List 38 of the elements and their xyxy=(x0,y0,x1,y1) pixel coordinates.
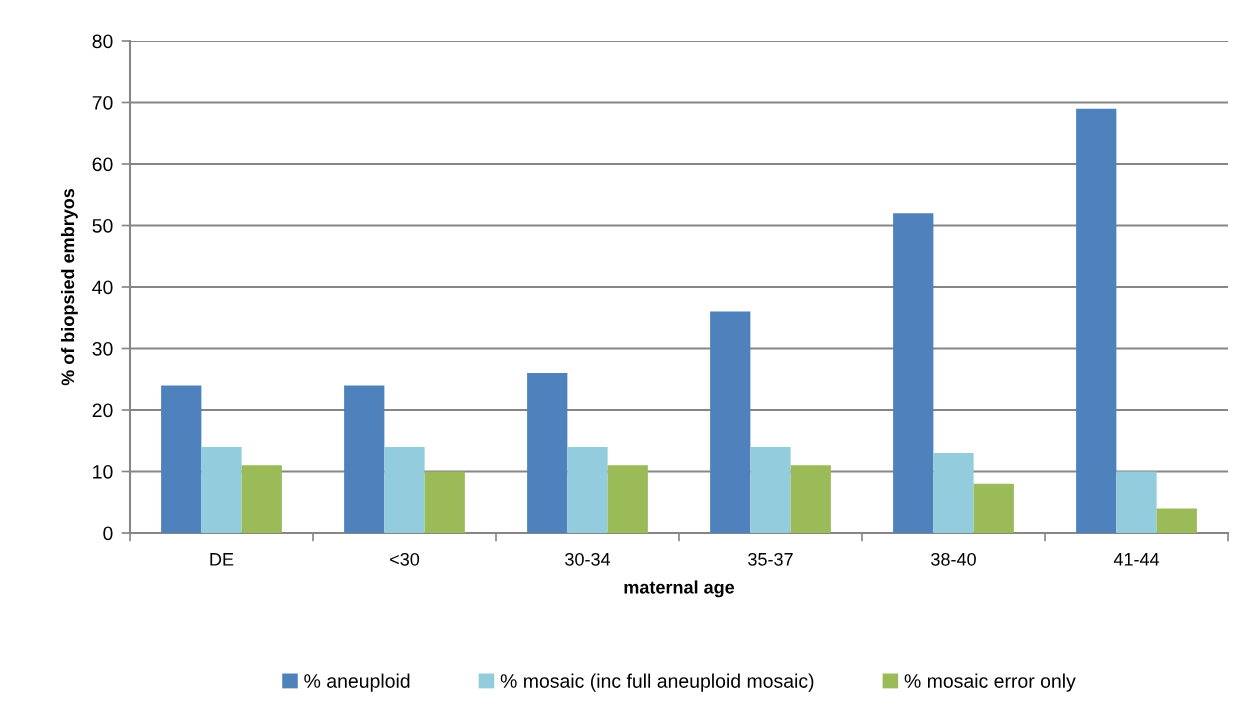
x-tick-label: <30 xyxy=(390,552,420,566)
y-tick-label: 80 xyxy=(92,34,113,49)
x-axis-title: maternal age xyxy=(624,580,735,598)
bar xyxy=(1116,471,1157,533)
x-tick-label: DE xyxy=(210,553,234,566)
bar xyxy=(241,465,282,533)
y-tick-label: 50 xyxy=(92,218,113,233)
bar xyxy=(424,471,465,533)
x-tick-label: 35-37 xyxy=(748,552,793,566)
bar xyxy=(161,385,202,533)
bar xyxy=(1156,508,1197,533)
bar xyxy=(973,483,1014,533)
y-tick-label: 40 xyxy=(92,280,113,295)
y-tick-label: 60 xyxy=(92,157,113,172)
bar xyxy=(567,446,608,533)
y-tick-label: 30 xyxy=(92,341,113,356)
bar xyxy=(750,446,791,533)
bar xyxy=(201,446,242,533)
bar xyxy=(384,446,425,533)
x-tick-label: 30-34 xyxy=(565,552,611,566)
y-tick-label: 0 xyxy=(103,526,113,541)
bar xyxy=(790,465,831,533)
legend-label: % mosaic (inc full aneuploid mosaic) xyxy=(500,673,814,692)
bar xyxy=(607,465,648,533)
y-tick-label: 20 xyxy=(92,403,113,418)
y-tick-label: 10 xyxy=(93,464,113,479)
x-tick-label: 41-44 xyxy=(1113,553,1160,566)
bar xyxy=(933,453,974,533)
y-axis-title: % of biopsied embryos xyxy=(60,188,78,386)
legend-label: % mosaic error only xyxy=(904,673,1076,692)
x-tick-label: 38-40 xyxy=(931,552,976,566)
y-tick-label: 70 xyxy=(92,95,113,110)
bar xyxy=(527,373,568,533)
bar xyxy=(893,213,934,533)
bar xyxy=(710,311,751,533)
legend-label: % aneuploid xyxy=(304,673,410,692)
bar xyxy=(1076,108,1117,533)
bar xyxy=(344,385,385,533)
